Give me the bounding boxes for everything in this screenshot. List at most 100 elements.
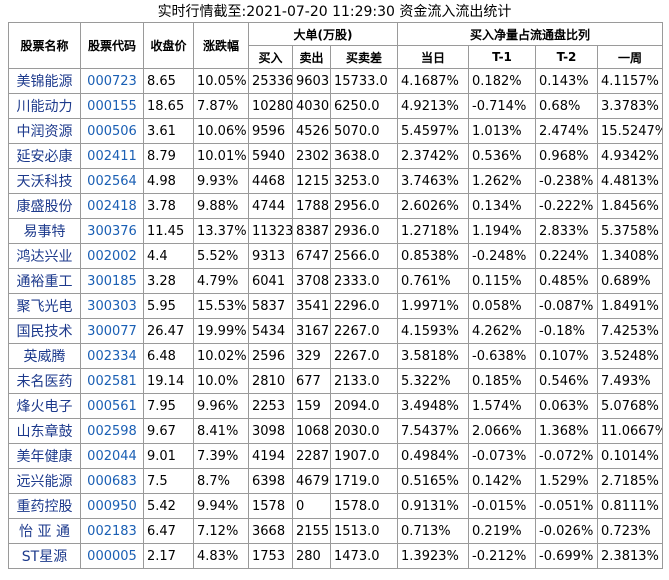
- cell: 5.322%: [397, 368, 470, 394]
- stock-row: 鸿达兴业 002002 4.4 5.52% 9313 6747 2566.0 0.8538% -…: [8, 243, 664, 269]
- cell: 0.107%: [535, 343, 599, 369]
- cell: 2.3742%: [397, 143, 470, 169]
- stock-code: 002334: [80, 343, 144, 369]
- cell: 1.9971%: [397, 293, 470, 319]
- cell: 26.47: [143, 318, 194, 344]
- cell: 1.574%: [468, 393, 537, 419]
- stock-name: 未名医药: [8, 368, 81, 394]
- cell: 0.8538%: [397, 243, 470, 269]
- stock-row: 远兴能源 000683 7.5 8.7% 6398 4679 1719.0 0.5165% 0.…: [8, 468, 664, 494]
- cell: 4.83%: [193, 543, 249, 569]
- cell: 1.368%: [535, 418, 599, 444]
- column-subheader: 买卖差: [329, 45, 399, 69]
- cell: -0.638%: [468, 343, 537, 369]
- cell: 7.5437%: [397, 418, 470, 444]
- cell: 4526: [292, 118, 331, 144]
- cell: 3708: [292, 268, 331, 294]
- stock-code: 000683: [80, 468, 144, 494]
- cell: 10.01%: [193, 143, 249, 169]
- cell: -0.087%: [535, 293, 599, 319]
- cell: 1907.0: [329, 443, 399, 469]
- cell: 1578: [248, 493, 293, 519]
- cell: 1578.0: [329, 493, 399, 519]
- cell: 6747: [292, 243, 331, 269]
- stock-name: 通裕重工: [8, 268, 81, 294]
- cell: 10.02%: [193, 343, 249, 369]
- cell: 0.713%: [397, 518, 470, 544]
- cell: -0.248%: [468, 243, 537, 269]
- stock-name: 远兴能源: [8, 468, 81, 494]
- stock-code: 000723: [80, 68, 144, 94]
- cell: 280: [292, 543, 331, 569]
- fund-flow-table: 股票名称 股票代码 收盘价 涨跌幅 大单(万股) 买入净量占流通盘比列 买入 卖出 买卖差 当日 T…: [8, 22, 664, 569]
- cell: 2253: [248, 393, 293, 419]
- stock-name: ST星源: [8, 543, 81, 569]
- cell: 4.262%: [468, 318, 537, 344]
- column-header: 买入净量占流通盘比列: [397, 22, 664, 46]
- cell: 5.3758%: [597, 218, 664, 244]
- stock-row: ST星源 000005 2.17 4.83% 1753 280 1473.0 1.3923% -…: [8, 543, 664, 569]
- cell: 159: [292, 393, 331, 419]
- cell: 3.7463%: [397, 168, 470, 194]
- cell: 6398: [248, 468, 293, 494]
- cell: 0.68%: [535, 93, 599, 119]
- stock-code: 002411: [80, 143, 144, 169]
- cell: 1068: [292, 418, 331, 444]
- column-header: 大单(万股): [247, 22, 399, 46]
- stock-name: 怡 亚 通: [8, 518, 81, 544]
- cell: 0.9131%: [397, 493, 470, 519]
- cell: 6.48: [143, 343, 194, 369]
- cell: 3167: [292, 318, 331, 344]
- cell: 1788: [292, 193, 331, 219]
- column-header: 涨跌幅: [193, 22, 249, 69]
- cell: 4.1687%: [397, 68, 470, 94]
- cell: 11.0667%: [597, 418, 664, 444]
- cell: 6041: [248, 268, 293, 294]
- cell: 7.493%: [597, 368, 664, 394]
- cell: 9603: [292, 68, 331, 94]
- cell: 1753: [248, 543, 293, 569]
- column-subheader: T-2: [535, 45, 599, 69]
- cell: 4030: [292, 93, 331, 119]
- cell: 0.723%: [597, 518, 664, 544]
- cell: 0.536%: [468, 143, 537, 169]
- cell: 3668: [248, 518, 293, 544]
- cell: 0.182%: [468, 68, 537, 94]
- cell: 5.95: [143, 293, 194, 319]
- cell: 2267.0: [329, 318, 399, 344]
- cell: 0.689%: [597, 268, 664, 294]
- cell: 0.224%: [535, 243, 599, 269]
- cell: 2936.0: [329, 218, 399, 244]
- cell: 11323: [248, 218, 293, 244]
- cell: 1.262%: [468, 168, 537, 194]
- cell: 10.0%: [193, 368, 249, 394]
- cell: 2.3813%: [597, 543, 664, 569]
- cell: 8.41%: [193, 418, 249, 444]
- column-header: 股票代码: [80, 22, 144, 69]
- column-subheader: T-1: [468, 45, 537, 69]
- stock-row: 川能动力 000155 18.65 7.87% 10280 4030 6250.0 4.921…: [8, 93, 664, 119]
- cell: 13.37%: [193, 218, 249, 244]
- column-subheader: 买入: [248, 45, 293, 69]
- cell: -0.714%: [468, 93, 537, 119]
- stock-row: 易事特 300376 11.45 13.37% 11323 8387 2936.0 1.271…: [8, 218, 664, 244]
- stock-name: 美锦能源: [8, 68, 81, 94]
- cell: 5.4597%: [397, 118, 470, 144]
- stock-code: 002002: [80, 243, 144, 269]
- cell: 2333.0: [329, 268, 399, 294]
- stock-row: 国民技术 300077 26.47 19.99% 5434 3167 2267.0 4.159…: [8, 318, 664, 344]
- cell: 1719.0: [329, 468, 399, 494]
- cell: 5.52%: [193, 243, 249, 269]
- cell: 15.5247%: [597, 118, 664, 144]
- cell: 2.7185%: [597, 468, 664, 494]
- cell: 1.529%: [535, 468, 599, 494]
- cell: 9.01: [143, 443, 194, 469]
- cell: 4.9213%: [397, 93, 470, 119]
- cell: 2566.0: [329, 243, 399, 269]
- cell: 25336: [248, 68, 293, 94]
- cell: 5837: [248, 293, 293, 319]
- stock-row: 怡 亚 通 002183 6.47 7.12% 3668 2155 1513.0 0.713%…: [8, 518, 664, 544]
- cell: -0.051%: [535, 493, 599, 519]
- stock-name: 天沃科技: [8, 168, 81, 194]
